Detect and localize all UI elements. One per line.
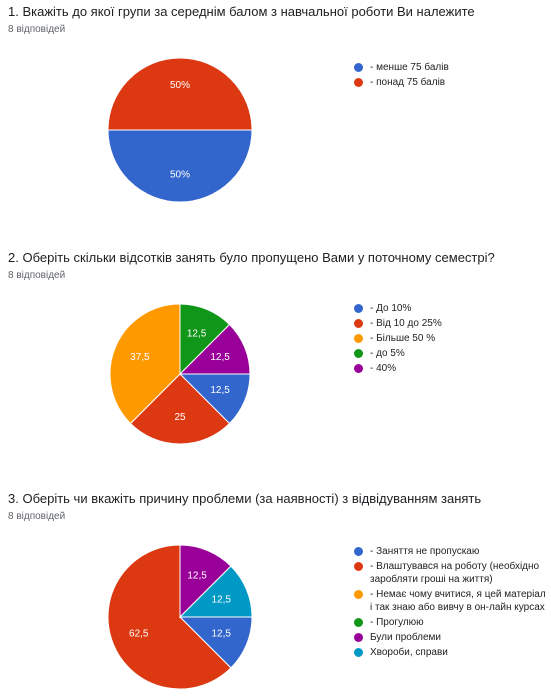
legend-swatch bbox=[354, 364, 363, 373]
legend-item: - менше 75 балів bbox=[352, 61, 546, 74]
legend-item: - 40% bbox=[352, 362, 546, 375]
legend-item: - До 10% bbox=[352, 302, 546, 315]
chart-subtitle: 8 відповідей bbox=[8, 24, 66, 35]
legend-label: - Немає чому вчитися, я цей матеріал і т… bbox=[370, 589, 546, 613]
legend-label: - менше 75 балів bbox=[370, 62, 449, 73]
slice-label: 25 bbox=[174, 412, 186, 423]
pie-slice bbox=[178, 323, 251, 375]
legend-swatch bbox=[354, 319, 363, 328]
legend: - До 10% - Від 10 до 25% - Більше 50 % - до… bbox=[352, 302, 546, 377]
legend-item: Хвороби, справи bbox=[352, 646, 546, 659]
chart-title: 2. Оберіть скільки відсотків занять було… bbox=[8, 250, 495, 265]
pie-slice bbox=[109, 303, 181, 425]
legend-label: Хвороби, справи bbox=[370, 647, 448, 658]
chart-subtitle: 8 відповідей bbox=[8, 511, 66, 522]
pie-chart: 50% 50% bbox=[107, 57, 253, 203]
legend-item: - Заняття не пропускаю bbox=[352, 545, 546, 558]
pie-slice bbox=[107, 57, 253, 131]
legend-item: - до 5% bbox=[352, 347, 546, 360]
legend-label: - До 10% bbox=[370, 303, 412, 314]
legend-label: - до 5% bbox=[370, 348, 405, 359]
slice-label: 12,5 bbox=[187, 329, 207, 340]
legend-swatch bbox=[354, 562, 363, 571]
pie-slice bbox=[178, 565, 253, 618]
legend-item: - Більше 50 % bbox=[352, 332, 546, 345]
legend: - Заняття не пропускаю - Влаштувався на р… bbox=[352, 545, 546, 661]
slice-label: 50% bbox=[170, 80, 190, 91]
slice-label: 37,5 bbox=[130, 352, 150, 363]
legend-swatch bbox=[354, 547, 363, 556]
slice-label: 50% bbox=[170, 169, 190, 180]
legend-label: - Заняття не пропускаю bbox=[370, 546, 480, 557]
legend: - менше 75 балів - понад 75 балів bbox=[352, 61, 546, 91]
pie-slice bbox=[107, 129, 253, 203]
legend-label: - Більше 50 % bbox=[370, 333, 436, 344]
pie-chart: 12,5 25 37,5 12,5 12,5 bbox=[109, 303, 251, 445]
slice-label: 12,5 bbox=[210, 385, 230, 396]
legend-swatch bbox=[354, 349, 363, 358]
legend-swatch bbox=[354, 304, 363, 313]
legend-swatch bbox=[354, 334, 363, 343]
slice-label: 12,5 bbox=[212, 595, 232, 606]
legend-item: Були проблеми bbox=[352, 631, 546, 644]
legend-swatch bbox=[354, 648, 363, 657]
legend-item: - Прогулюю bbox=[352, 616, 546, 629]
legend-swatch bbox=[354, 63, 363, 72]
legend-label: - Від 10 до 25% bbox=[370, 318, 442, 329]
legend-swatch bbox=[354, 590, 363, 599]
legend-label: - понад 75 балів bbox=[370, 77, 446, 88]
chart-title: 1. Вкажіть до якої групи за середнім бал… bbox=[8, 4, 475, 19]
pie-slice bbox=[107, 544, 232, 690]
legend-item: - понад 75 балів bbox=[352, 76, 546, 89]
chart-title: 3. Оберіть чи вкажіть причину проблеми (… bbox=[8, 491, 482, 506]
legend-item: - Влаштувався на роботу (необхідно зароб… bbox=[352, 560, 546, 586]
legend-item: - Від 10 до 25% bbox=[352, 317, 546, 330]
chart-subtitle: 8 відповідей bbox=[8, 270, 66, 281]
legend-item: - Немає чому вчитися, я цей матеріал і т… bbox=[352, 588, 546, 614]
pie-slice bbox=[129, 373, 231, 445]
pie-chart: 12,5 62,5 12,5 12,5 bbox=[107, 544, 253, 690]
slice-label: 12,5 bbox=[187, 570, 207, 581]
slice-label: 12,5 bbox=[210, 352, 230, 363]
legend-label: - Прогулюю bbox=[370, 617, 424, 628]
legend-label: - Влаштувався на роботу (необхідно зароб… bbox=[370, 561, 540, 585]
legend-label: - 40% bbox=[370, 363, 397, 374]
slice-label: 62,5 bbox=[129, 629, 149, 640]
legend-swatch bbox=[354, 618, 363, 627]
legend-swatch bbox=[354, 633, 363, 642]
legend-swatch bbox=[354, 78, 363, 87]
slice-label: 12,5 bbox=[212, 629, 232, 640]
legend-label: Були проблеми bbox=[370, 632, 441, 643]
